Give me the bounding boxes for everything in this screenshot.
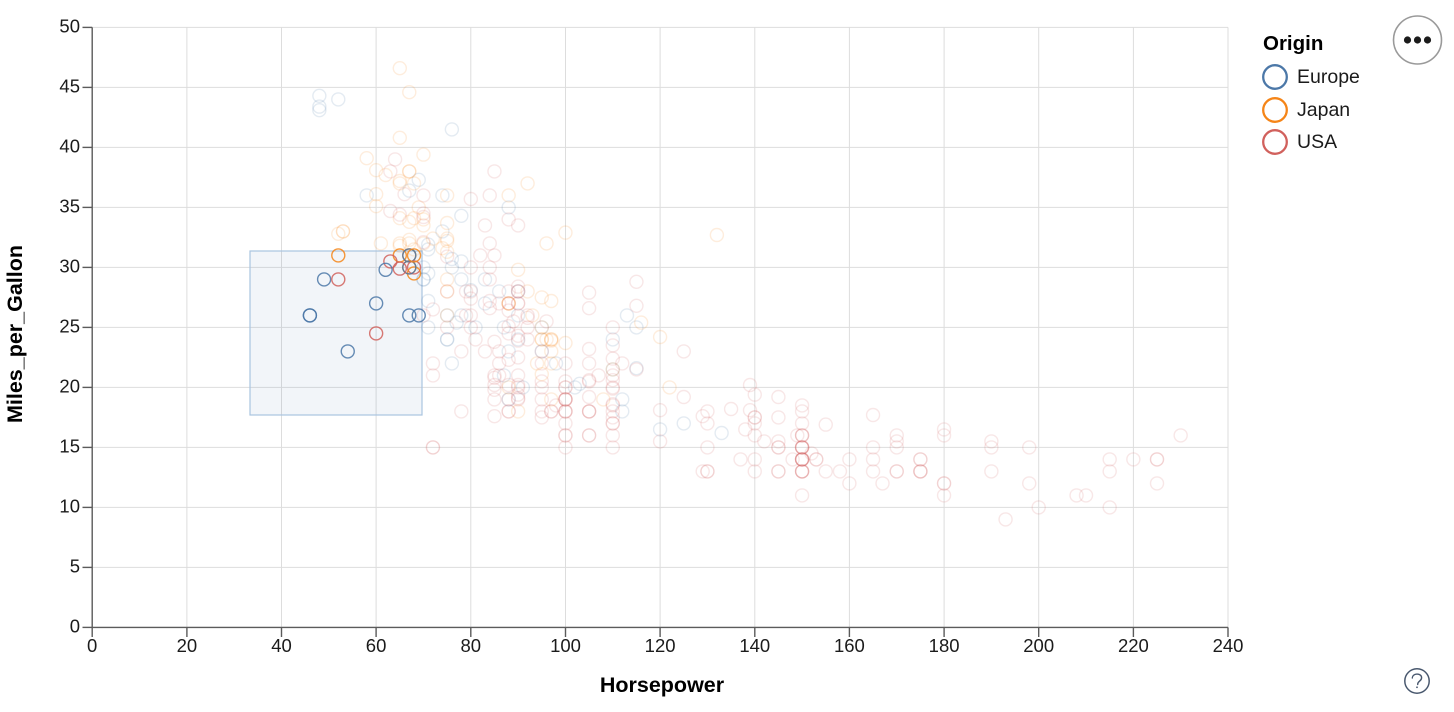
svg-text:200: 200 [1023, 635, 1054, 656]
svg-text:180: 180 [929, 635, 960, 656]
svg-text:0: 0 [70, 615, 80, 636]
svg-text:100: 100 [550, 635, 581, 656]
svg-text:80: 80 [461, 635, 482, 656]
svg-text:USA: USA [1297, 131, 1337, 153]
svg-text:Origin: Origin [1263, 32, 1323, 55]
svg-text:240: 240 [1213, 635, 1244, 656]
svg-text:10: 10 [59, 495, 80, 516]
svg-text:220: 220 [1118, 635, 1149, 656]
svg-text:140: 140 [739, 635, 770, 656]
svg-text:40: 40 [271, 635, 292, 656]
svg-text:30: 30 [59, 255, 80, 276]
svg-text:25: 25 [59, 315, 80, 336]
svg-text:Japan: Japan [1297, 99, 1350, 121]
svg-text:20: 20 [177, 635, 198, 656]
svg-text:Miles_per_Gallon: Miles_per_Gallon [3, 245, 27, 423]
svg-text:20: 20 [59, 375, 80, 396]
svg-text:5: 5 [70, 555, 80, 576]
svg-text:Horsepower: Horsepower [600, 673, 725, 697]
svg-text:45: 45 [59, 75, 80, 96]
svg-text:Europe: Europe [1297, 66, 1360, 88]
svg-text:35: 35 [59, 195, 80, 216]
svg-text:160: 160 [834, 635, 865, 656]
svg-text:60: 60 [366, 635, 387, 656]
svg-text:120: 120 [645, 635, 676, 656]
svg-text:50: 50 [59, 15, 80, 36]
svg-text:15: 15 [59, 435, 80, 456]
svg-text:40: 40 [59, 135, 80, 156]
svg-text:0: 0 [87, 635, 97, 656]
